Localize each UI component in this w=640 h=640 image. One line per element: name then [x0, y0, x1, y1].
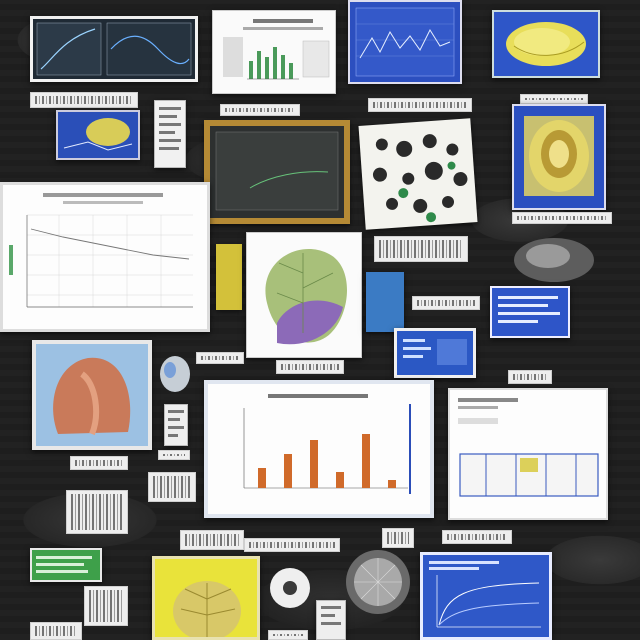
caption-strip	[244, 538, 340, 552]
caption-strip	[512, 212, 612, 224]
blue-curve-chart	[420, 552, 552, 640]
green-bar-card	[30, 548, 102, 582]
yellow-brain-panel	[152, 556, 260, 640]
sphere-lamp	[504, 232, 600, 288]
document-card	[316, 600, 346, 640]
caption-strip	[220, 104, 300, 116]
gray-sphere	[344, 548, 412, 616]
caption-strip	[30, 92, 138, 108]
caption-strip	[276, 360, 344, 374]
cabbage-illustration	[246, 232, 362, 358]
blue-wave-chart	[348, 0, 462, 84]
caption-strip	[148, 472, 196, 502]
white-ring	[268, 564, 312, 612]
caption-strip	[66, 490, 128, 534]
dark-monitor-panel	[204, 120, 350, 224]
blue-info-card	[394, 328, 476, 378]
grid-chart-sheet	[0, 182, 210, 332]
yellow-specimen-panel	[492, 10, 600, 78]
caption-strip	[180, 530, 244, 550]
caption-strip	[382, 528, 414, 548]
caption-strip	[374, 236, 468, 262]
caption-strip	[196, 352, 244, 364]
caption-strip	[520, 94, 588, 104]
document-card	[164, 404, 188, 446]
document-card	[154, 100, 186, 168]
yellow-strip	[216, 244, 242, 310]
table-chart-sheet	[448, 388, 608, 520]
dark-line-chart	[30, 16, 198, 82]
yellow-organ-panel	[512, 104, 606, 210]
blue-text-card	[490, 286, 570, 338]
caption-strip	[84, 586, 128, 626]
dots-sheet	[359, 118, 478, 230]
bar-chart-sheet	[212, 10, 336, 94]
blue-map-panel	[56, 110, 140, 160]
caption-strip	[442, 530, 512, 544]
caption-strip	[70, 456, 128, 470]
caption-strip	[268, 630, 308, 640]
blue-cube	[366, 272, 404, 332]
orb-card	[158, 352, 192, 396]
caption-strip	[158, 450, 190, 460]
caption-strip	[368, 98, 472, 112]
caption-strip	[508, 370, 552, 384]
caption-strip	[30, 622, 82, 640]
tissue-photo	[32, 340, 152, 450]
orange-bar-chart	[204, 380, 434, 518]
caption-strip	[412, 296, 480, 310]
